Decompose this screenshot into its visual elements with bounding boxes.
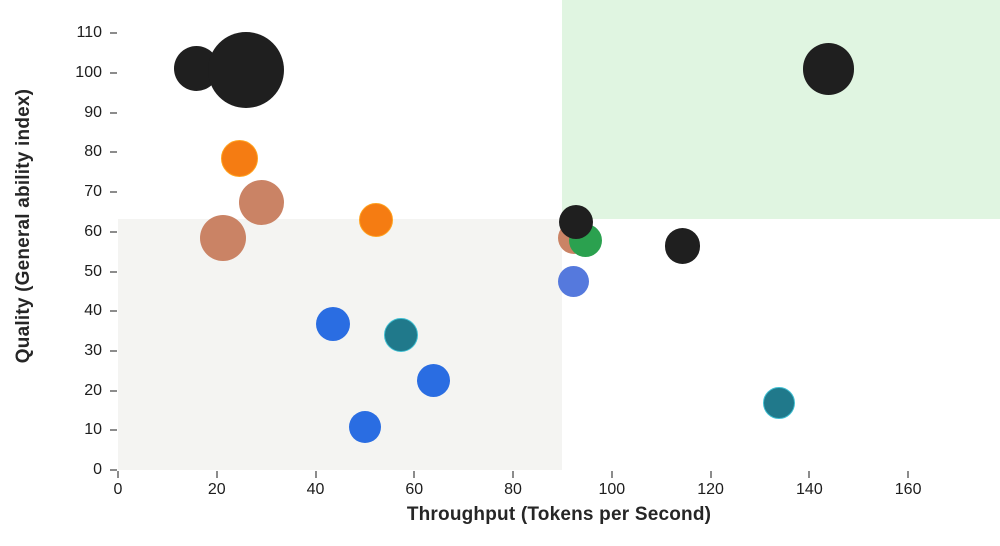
plot-area bbox=[118, 0, 1000, 470]
y-tick-label: 50 bbox=[84, 262, 102, 280]
bubble-blue[interactable] bbox=[316, 306, 351, 341]
x-tick-label: 60 bbox=[405, 481, 424, 498]
y-tick-mark bbox=[110, 389, 117, 392]
y-tick-label: 90 bbox=[84, 103, 102, 121]
x-tick-label: 80 bbox=[504, 481, 522, 498]
y-tick-mark bbox=[110, 230, 117, 233]
x-tick-label: 100 bbox=[598, 481, 626, 498]
x-tick-label: 160 bbox=[894, 481, 922, 498]
x-tick-mark bbox=[709, 471, 712, 478]
y-axis-title: Quality (General ability index) bbox=[13, 88, 34, 364]
y-tick-label: 20 bbox=[84, 381, 102, 399]
y-tick-mark bbox=[110, 151, 117, 154]
region-lower-left-gray bbox=[118, 218, 563, 470]
y-tick-mark bbox=[110, 429, 117, 432]
region-upper-right-green bbox=[562, 0, 1000, 219]
y-tick-label: 60 bbox=[84, 222, 102, 240]
bubble-teal[interactable] bbox=[384, 317, 419, 352]
x-tick-mark bbox=[314, 471, 317, 478]
y-tick-label: 110 bbox=[76, 24, 102, 42]
y-tick-mark bbox=[110, 310, 117, 313]
bubble-orange[interactable] bbox=[358, 202, 393, 237]
bubble-blue[interactable] bbox=[348, 411, 381, 444]
y-tick-label: 10 bbox=[84, 421, 102, 439]
y-tick-mark bbox=[110, 469, 117, 471]
bubble-teal[interactable] bbox=[763, 386, 796, 419]
x-tick-mark bbox=[512, 471, 515, 478]
y-tick-label: 40 bbox=[84, 302, 102, 320]
x-tick-label: 40 bbox=[306, 481, 325, 498]
y-tick-label: 80 bbox=[84, 143, 102, 161]
x-axis-title: Throughput (Tokens per Second) bbox=[406, 504, 712, 525]
bubble-black[interactable] bbox=[208, 31, 285, 108]
x-tick-mark bbox=[215, 471, 218, 478]
x-tick-mark bbox=[907, 471, 910, 478]
bubble-black[interactable] bbox=[802, 43, 855, 95]
y-tick-mark bbox=[110, 270, 117, 273]
y-tick-label: 100 bbox=[75, 64, 102, 82]
bubble-black[interactable] bbox=[559, 204, 594, 239]
y-tick-mark bbox=[110, 72, 117, 75]
x-tick-label: 20 bbox=[207, 481, 226, 498]
y-tick-label: 30 bbox=[84, 341, 102, 359]
x-tick-mark bbox=[808, 471, 811, 478]
y-tick-label: 70 bbox=[84, 183, 102, 201]
x-tick-mark bbox=[117, 471, 119, 478]
bubble-blue[interactable] bbox=[416, 363, 450, 397]
x-tick-label: 140 bbox=[796, 481, 823, 498]
y-tick-mark bbox=[110, 111, 117, 114]
y-tick-mark bbox=[110, 32, 117, 35]
bubble-salmon[interactable] bbox=[200, 215, 247, 262]
y-tick-mark bbox=[110, 349, 117, 352]
bubble-cornflower[interactable] bbox=[557, 266, 589, 298]
x-tick-mark bbox=[413, 471, 416, 478]
x-tick-mark bbox=[610, 471, 613, 478]
y-tick-label: 0 bbox=[93, 461, 102, 478]
bubble-orange[interactable] bbox=[221, 139, 259, 177]
bubble-salmon[interactable] bbox=[239, 180, 285, 226]
x-tick-label: 120 bbox=[697, 481, 724, 498]
bubble-black[interactable] bbox=[664, 227, 701, 264]
y-tick-mark bbox=[110, 191, 117, 194]
x-tick-label: 0 bbox=[113, 481, 123, 498]
